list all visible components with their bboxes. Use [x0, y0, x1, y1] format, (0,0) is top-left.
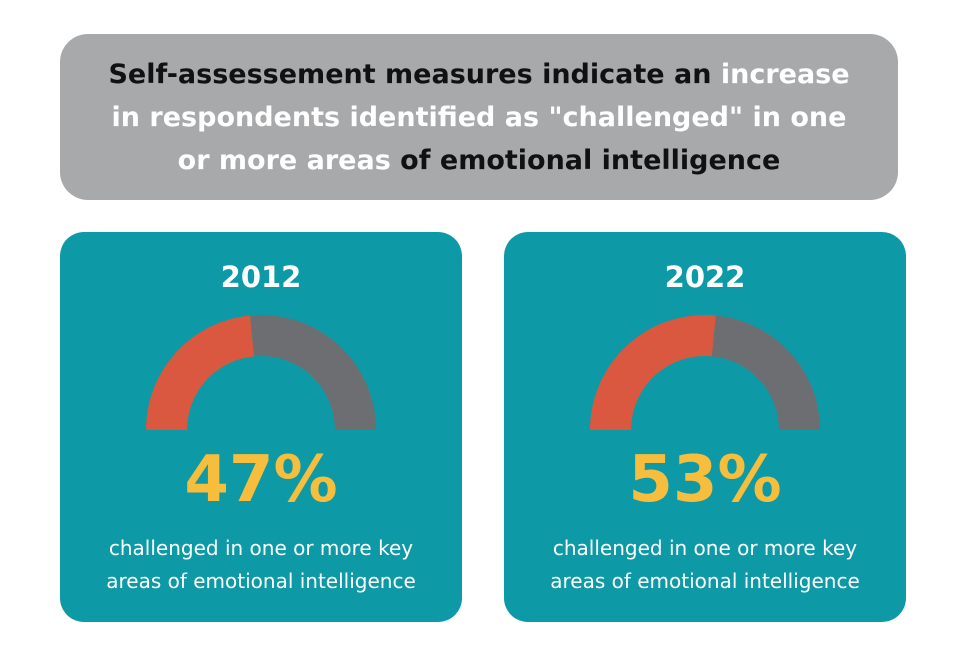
headline-text: Self-assessement measures indicate an in… — [99, 53, 859, 182]
headline-part-1: Self-assessement measures indicate an — [108, 58, 721, 90]
gauge-chart — [590, 315, 820, 430]
percent-value: 53% — [628, 443, 782, 517]
description: challenged in one or more key areas of e… — [60, 532, 462, 598]
gauge-segment-challenged — [146, 315, 255, 430]
gauge-segment-challenged — [590, 315, 716, 430]
description-line-2: areas of emotional intelligence — [106, 569, 416, 593]
gauge-segment-remainder — [711, 315, 820, 430]
gauge-segment-remainder — [250, 315, 376, 430]
card-2022: 2022 53% challenged in one or more key a… — [504, 232, 906, 622]
year-label: 2022 — [664, 260, 746, 294]
description-line-1: challenged in one or more key — [108, 536, 414, 560]
card-2012: 2012 47% challenged in one or more key a… — [60, 232, 462, 622]
headline-banner: Self-assessement measures indicate an in… — [60, 34, 898, 200]
description-line-1: challenged in one or more key — [552, 536, 858, 560]
headline-part-3: of emotional intelligence — [390, 144, 781, 176]
description-line-2: areas of emotional intelligence — [550, 569, 860, 593]
year-label: 2012 — [220, 260, 302, 294]
gauge-chart — [146, 315, 376, 430]
headline-part-2-highlight: increase in respondents identified as "c… — [111, 58, 850, 176]
percent-value: 47% — [184, 443, 338, 517]
description: challenged in one or more key areas of e… — [504, 532, 906, 598]
